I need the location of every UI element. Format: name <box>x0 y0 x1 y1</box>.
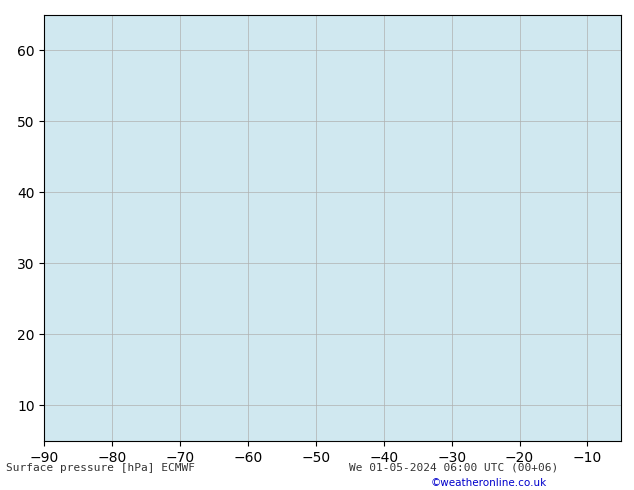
Text: Surface pressure [hPa] ECMWF: Surface pressure [hPa] ECMWF <box>6 463 195 473</box>
Text: We 01-05-2024 06:00 UTC (00+06): We 01-05-2024 06:00 UTC (00+06) <box>349 463 558 473</box>
Text: ©weatheronline.co.uk: ©weatheronline.co.uk <box>431 478 547 488</box>
